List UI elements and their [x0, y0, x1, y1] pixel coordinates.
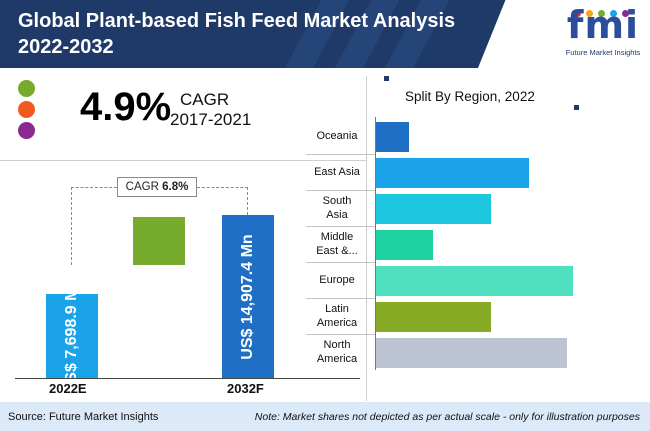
region-bar	[376, 266, 573, 296]
section-divider	[366, 76, 367, 401]
historic-cagr-period: 2017-2021	[170, 110, 252, 129]
logo-wordmark: fmi	[566, 3, 640, 47]
region-row-separator	[306, 262, 375, 263]
fmi-logo: fmi Future Market Insights	[558, 3, 648, 64]
legend-dot-orange	[18, 101, 35, 118]
x-axis-baseline	[15, 378, 360, 379]
page-title: Global Plant-based Fish Feed Market Anal…	[18, 10, 456, 58]
region-row-separator	[306, 226, 375, 227]
note-text: Note: Market shares not depicted as per …	[254, 411, 640, 423]
historic-cagr-label: CAGR	[180, 90, 230, 109]
bar-2022e: US$ 7,698.9 Mn	[46, 278, 98, 394]
region-axis-line	[375, 117, 376, 370]
region-label: South Asia	[322, 195, 352, 221]
cagr-connector-right	[197, 187, 248, 215]
bar-2032f: US$ 14,907.4 Mn	[222, 215, 274, 378]
source-text: Source: Future Market Insights	[8, 411, 159, 423]
region-label: East Asia	[314, 166, 360, 178]
bar-value-label: US$ 14,907.4 Mn	[239, 233, 256, 360]
region-label: North America	[316, 339, 358, 365]
region-bar	[376, 194, 491, 224]
footer: Source: Future Market Insights Note: Mar…	[0, 402, 650, 431]
region-row-separator	[306, 334, 375, 335]
region-bar	[376, 122, 409, 152]
forecast-cagr-box: CAGR 6.8%	[117, 177, 197, 197]
region-row-separator	[306, 154, 375, 155]
bar-growth-increment	[133, 217, 185, 265]
x-tick-label: 2022E	[49, 381, 87, 396]
region-label: Middle East &...	[316, 231, 358, 257]
section-divider	[0, 160, 366, 161]
decor-marker	[384, 76, 389, 81]
cagr-connector-left	[71, 187, 117, 265]
region-label: Oceania	[316, 130, 358, 142]
historic-cagr-value: 4.9%	[80, 85, 172, 129]
forecast-cagr-value: 6.8%	[162, 181, 189, 193]
region-row-separator	[306, 298, 375, 299]
region-bar	[376, 158, 529, 188]
logo-dots	[574, 10, 644, 18]
region-bar	[376, 338, 567, 368]
region-chart-title: Split By Region, 2022	[405, 89, 535, 104]
legend-dot-green	[18, 80, 35, 97]
header-banner: Global Plant-based Fish Feed Market Anal…	[0, 0, 650, 68]
region-label: Latin America	[316, 303, 358, 329]
decor-marker	[574, 105, 579, 110]
x-tick-label: 2032F	[227, 381, 264, 396]
region-label: Europe	[319, 274, 355, 286]
region-bar	[376, 230, 433, 260]
bar-value-label: US$ 7,698.9 Mn	[63, 277, 80, 395]
region-row-separator	[306, 190, 375, 191]
forecast-cagr-label: CAGR	[125, 181, 159, 193]
region-bar	[376, 302, 491, 332]
logo-tagline: Future Market Insights	[565, 48, 641, 57]
legend-dot-purple	[18, 122, 35, 139]
